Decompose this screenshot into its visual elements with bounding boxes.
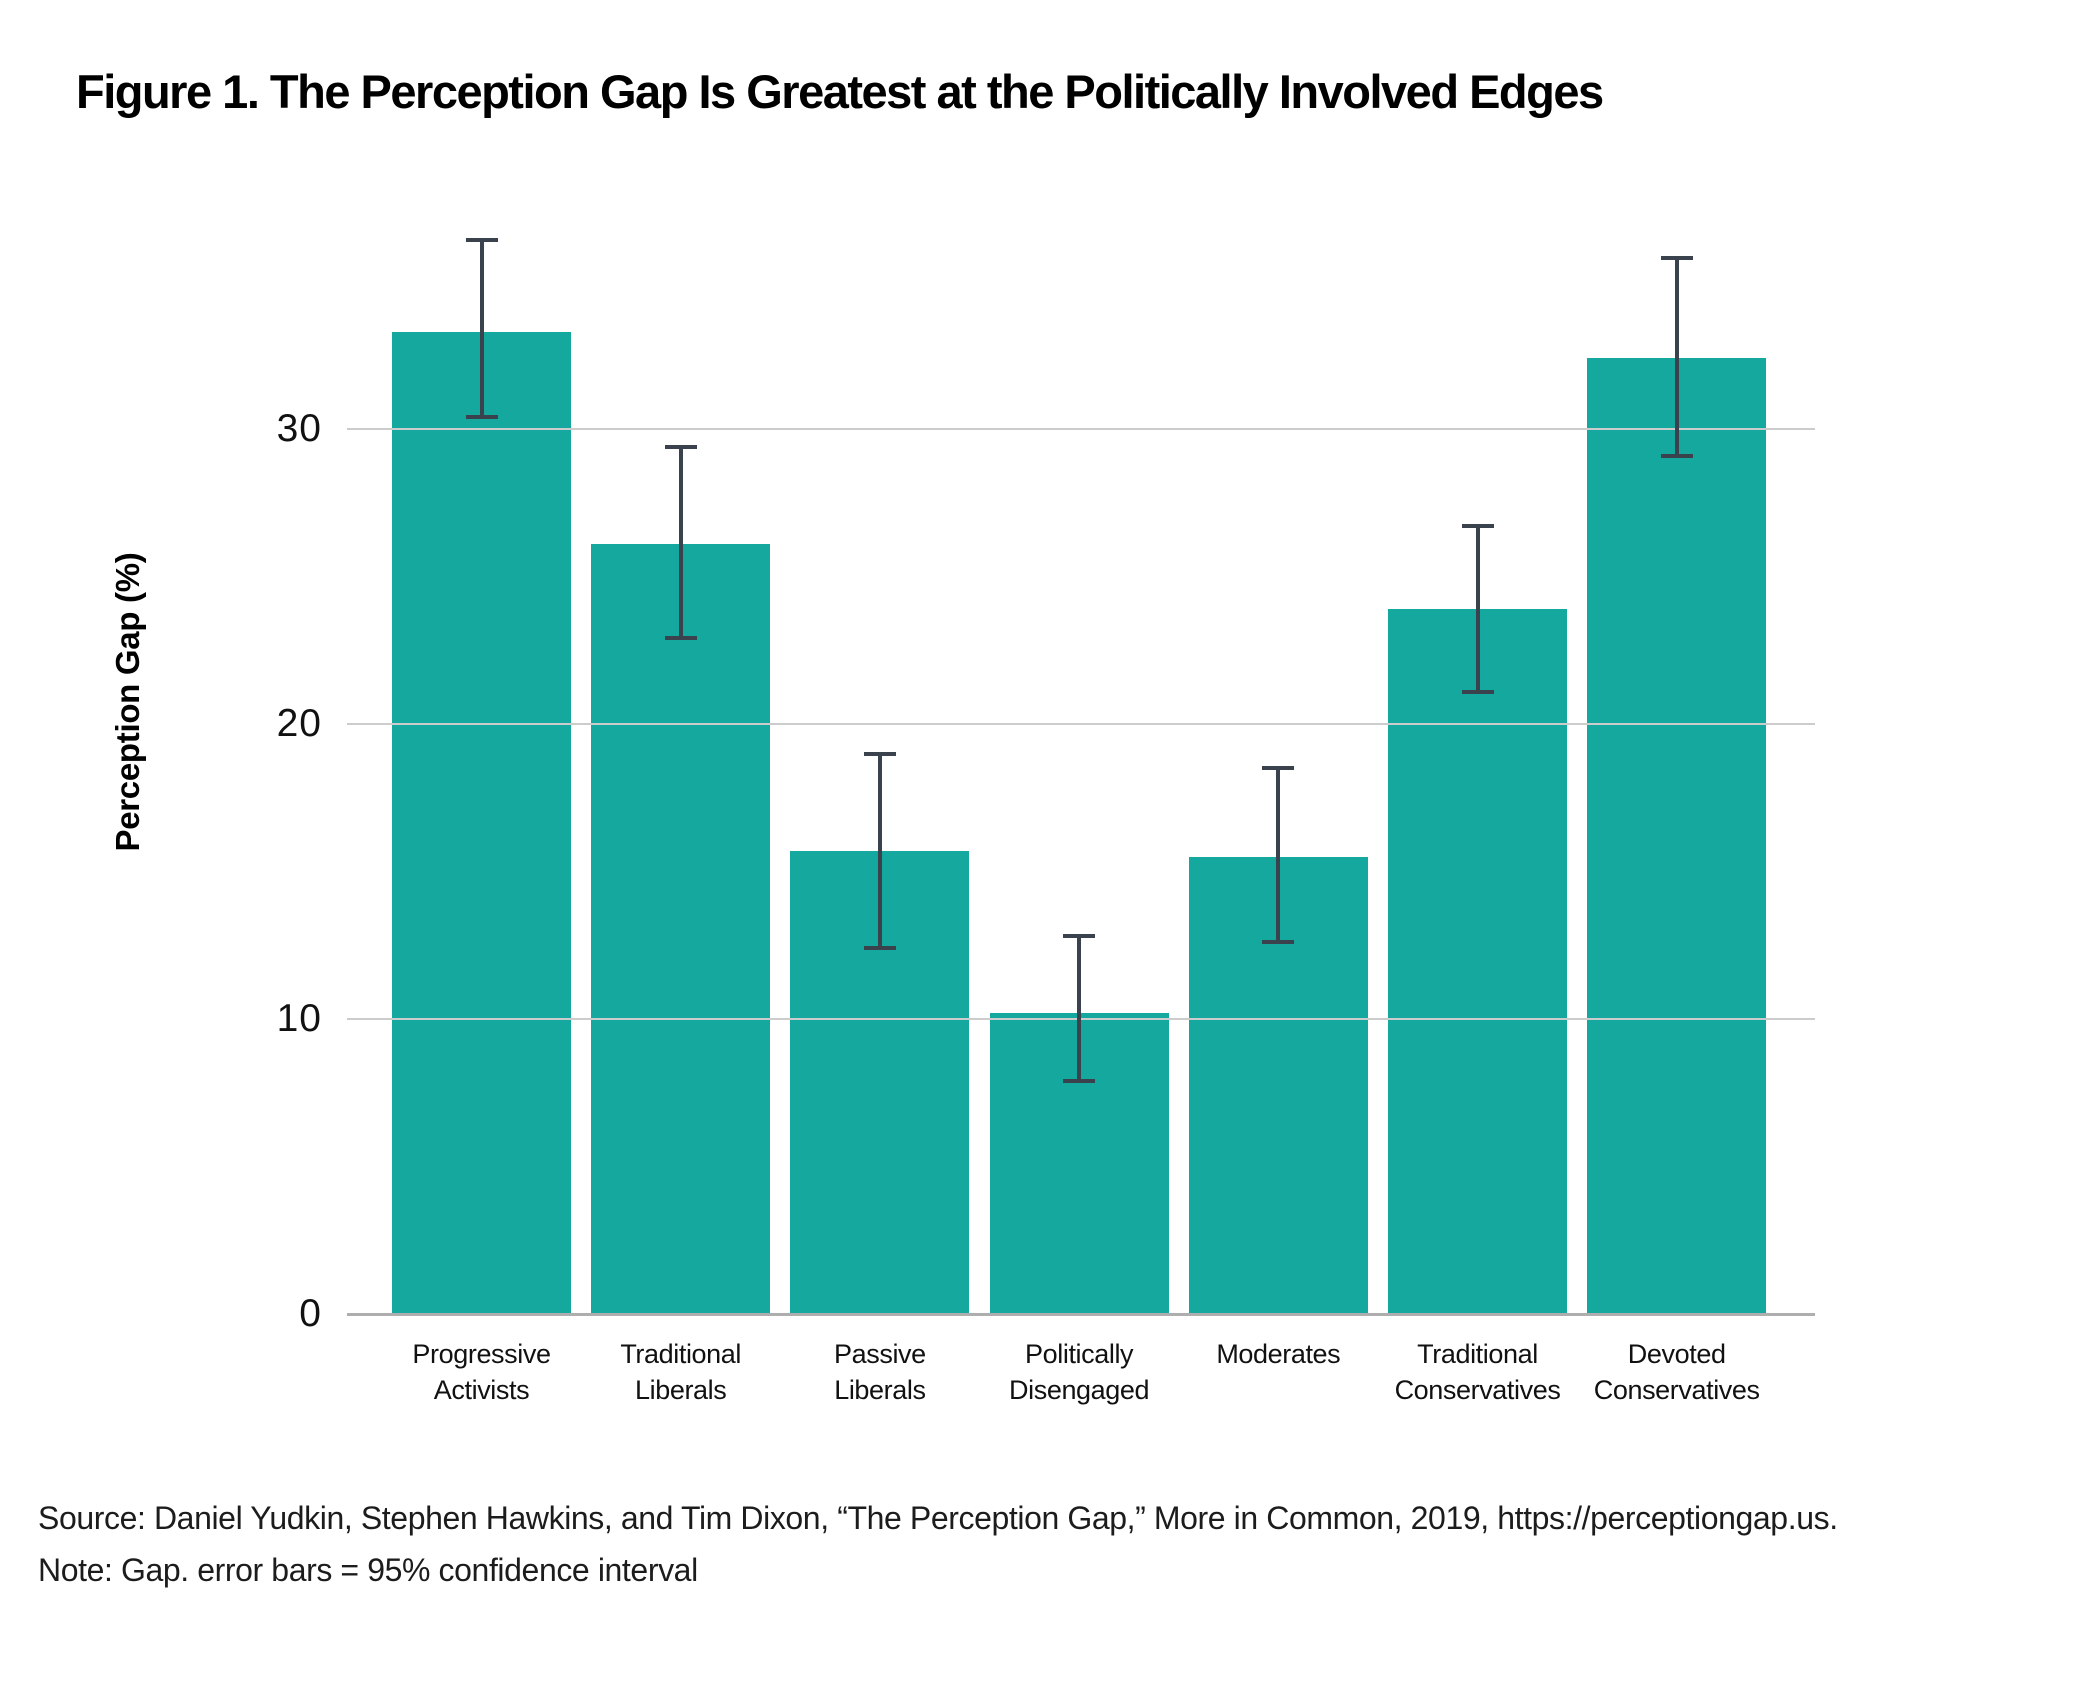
x-axis-label-line: Passive [834, 1339, 926, 1369]
x-axis-label-line: Liberals [834, 1375, 926, 1405]
bar-progressive-activists [392, 331, 571, 1314]
error-cap-bottom-traditional-liberals [664, 636, 697, 641]
x-axis-label-line: Liberals [635, 1375, 727, 1405]
x-axis-label-line: Traditional [1417, 1339, 1538, 1369]
x-axis-label-politically-disengaged: Politically Disengaged [964, 1336, 1194, 1408]
error-bar-traditional-liberals [678, 446, 683, 639]
note-text: Note: Gap. error bars = 95% confidence i… [38, 1552, 698, 1588]
error-cap-top-traditional-conservatives [1461, 524, 1494, 529]
x-axis-label-line: Disengaged [1009, 1375, 1150, 1405]
x-axis-label-line: Politically [1025, 1339, 1134, 1369]
error-cap-bottom-traditional-conservatives [1461, 689, 1494, 694]
y-axis-title: Perception Gap (%) [109, 552, 146, 852]
error-bar-traditional-conservatives [1475, 526, 1480, 692]
y-tick-label-20: 20 [276, 702, 322, 745]
gridline-20 [347, 723, 1815, 725]
x-axis-label-traditional-conservatives: Traditional Conservatives [1363, 1336, 1593, 1408]
x-axis-label-line: Conservatives [1593, 1375, 1760, 1405]
gridline-30 [347, 428, 1815, 430]
gridline-0 [347, 1313, 1815, 1316]
x-axis-label-devoted-conservatives: Devoted Conservatives [1562, 1336, 1792, 1408]
error-cap-bottom-moderates [1262, 940, 1295, 945]
bar-traditional-conservatives [1388, 608, 1567, 1314]
x-axis-label-line: Traditional [620, 1339, 742, 1369]
error-bar-politically-disengaged [1077, 936, 1082, 1081]
error-bar-moderates [1276, 768, 1281, 943]
error-cap-top-passive-liberals [863, 751, 896, 756]
error-bar-passive-liberals [877, 753, 882, 949]
x-axis-label-traditional-liberals: Traditional Liberals [566, 1336, 796, 1408]
error-bar-progressive-activists [479, 240, 484, 418]
y-tick-label-10: 10 [276, 997, 322, 1040]
bar-devoted-conservatives [1587, 358, 1767, 1314]
x-axis-label-moderates: Moderates [1163, 1336, 1393, 1372]
error-bar-devoted-conservatives [1674, 257, 1679, 456]
error-cap-bottom-politically-disengaged [1063, 1078, 1096, 1083]
x-axis-label-line: Moderates [1216, 1339, 1341, 1369]
bar-traditional-liberals [591, 544, 771, 1314]
error-cap-bottom-passive-liberals [863, 946, 896, 951]
error-cap-bottom-devoted-conservatives [1660, 453, 1693, 458]
source-text: Source: Daniel Yudkin, Stephen Hawkins, … [38, 1500, 1838, 1536]
x-axis-label-line: Progressive [412, 1339, 551, 1369]
x-axis-label-passive-liberals: Passive Liberals [765, 1336, 995, 1408]
error-cap-top-moderates [1262, 766, 1295, 771]
error-cap-top-politically-disengaged [1063, 934, 1096, 939]
figure-title: Figure 1. The Perception Gap Is Greatest… [76, 65, 1604, 118]
error-cap-bottom-progressive-activists [465, 415, 498, 420]
x-axis-label-line: Conservatives [1394, 1375, 1561, 1405]
y-tick-label-30: 30 [276, 407, 322, 450]
x-axis-label-line: Activists [433, 1375, 530, 1405]
y-tick-label-0: 0 [299, 1292, 322, 1335]
error-cap-top-devoted-conservatives [1660, 255, 1693, 260]
error-cap-top-traditional-liberals [664, 444, 697, 449]
error-cap-top-progressive-activists [465, 238, 498, 243]
x-axis-label-progressive-activists: Progressive Activists [367, 1336, 597, 1408]
x-axis-label-line: Devoted [1627, 1339, 1726, 1369]
